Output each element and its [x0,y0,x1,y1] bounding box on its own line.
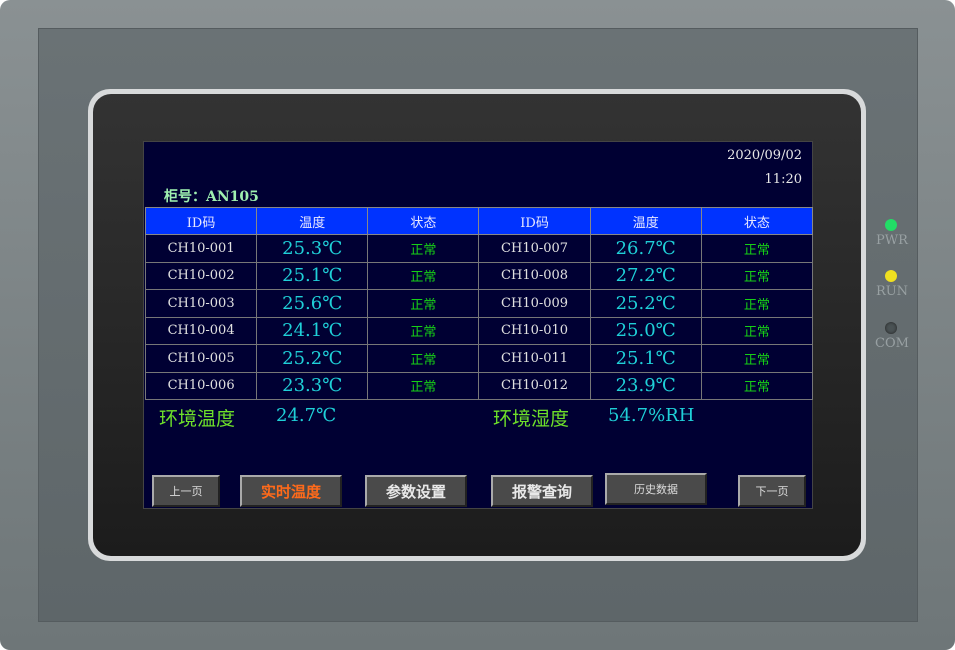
pwr-indicator-label: PWR [876,233,908,248]
hmi-screen: 2020/09/02 11:20 柜号：AN105 ID码 温度 状态 ID码 温度 状态… [143,141,814,509]
table-row[interactable]: CH10-001 25.3℃ 正常 CH10-007 26.7℃ 正常 [144,234,814,263]
env-humidity-label: 环境湿度 [493,408,570,430]
temperature-value: 25.1℃ [256,261,369,290]
status-value: 正常 [367,316,480,345]
parameter-settings-button[interactable]: 参数设置 [365,475,467,507]
temperature-value: 25.0℃ [589,316,702,345]
channel-id: CH10-005 [144,344,258,373]
status-value: 正常 [367,344,480,373]
channel-id: CH10-008 [478,261,591,290]
temperature-value: 26.7℃ [589,234,702,263]
realtime-temp-button[interactable]: 实时温度 [240,475,342,507]
next-page-button[interactable]: 下一页 [738,475,806,507]
temperature-value: 23.3℃ [256,371,369,400]
channel-id: CH10-006 [144,371,258,400]
date-display: 2020/09/02 [727,148,802,163]
table-row[interactable]: CH10-005 25.2℃ 正常 CH10-011 25.1℃ 正常 [144,344,814,373]
status-value: 正常 [700,344,814,373]
status-value: 正常 [700,234,814,263]
time-display: 11:20 [764,172,802,187]
status-value: 正常 [700,316,814,345]
channel-id: CH10-004 [144,316,258,345]
temperature-value: 27.2℃ [589,261,702,290]
env-temp-label: 环境温度 [159,408,236,430]
table-row[interactable]: CH10-004 24.1℃ 正常 CH10-010 25.0℃ 正常 [144,316,814,345]
com-indicator-label: COM [875,336,909,351]
channel-id: CH10-007 [478,234,591,263]
status-value: 正常 [367,234,480,263]
column-header: 状态 [700,207,814,235]
column-header: 温度 [256,207,369,235]
channel-id: CH10-010 [478,316,591,345]
env-humidity-value: 54.7%RH [608,405,695,426]
status-value: 正常 [700,289,814,318]
column-header: ID码 [144,207,258,235]
temperature-value: 23.9℃ [589,371,702,400]
channel-id: CH10-002 [144,261,258,290]
channel-id: CH10-012 [478,371,591,400]
status-value: 正常 [367,289,480,318]
temperature-value: 25.1℃ [589,344,702,373]
table-row[interactable]: CH10-006 23.3℃ 正常 CH10-012 23.9℃ 正常 [144,371,814,400]
table-row[interactable]: CH10-002 25.1℃ 正常 CH10-008 27.2℃ 正常 [144,261,814,290]
temperature-value: 24.1℃ [256,316,369,345]
channel-id: CH10-011 [478,344,591,373]
channel-id: CH10-009 [478,289,591,318]
prev-page-button[interactable]: 上一页 [152,475,220,507]
temperature-value: 25.6℃ [256,289,369,318]
env-temp-value: 24.7℃ [276,405,337,426]
temperature-value: 25.3℃ [256,234,369,263]
column-header: 状态 [367,207,480,235]
status-value: 正常 [700,371,814,400]
run-led-icon [885,270,897,282]
column-header: ID码 [478,207,591,235]
table-row[interactable]: CH10-003 25.6℃ 正常 CH10-009 25.2℃ 正常 [144,289,814,318]
status-value: 正常 [367,261,480,290]
alarm-query-button[interactable]: 报警查询 [491,475,593,507]
temperature-table: ID码 温度 状态 ID码 温度 状态 CH10-001 25.3℃ 正常 CH10-007 26… [144,207,814,400]
cabinet-id: 柜号：AN105 [164,189,259,205]
channel-id: CH10-001 [144,234,258,263]
com-led-icon [885,322,897,334]
temperature-value: 25.2℃ [589,289,702,318]
status-value: 正常 [700,261,814,290]
run-indicator-label: RUN [875,284,909,299]
temperature-value: 25.2℃ [256,344,369,373]
column-header: 温度 [589,207,702,235]
history-data-button[interactable]: 历史数据 [605,473,707,505]
status-value: 正常 [367,371,480,400]
channel-id: CH10-003 [144,289,258,318]
pwr-led-icon [885,219,897,231]
